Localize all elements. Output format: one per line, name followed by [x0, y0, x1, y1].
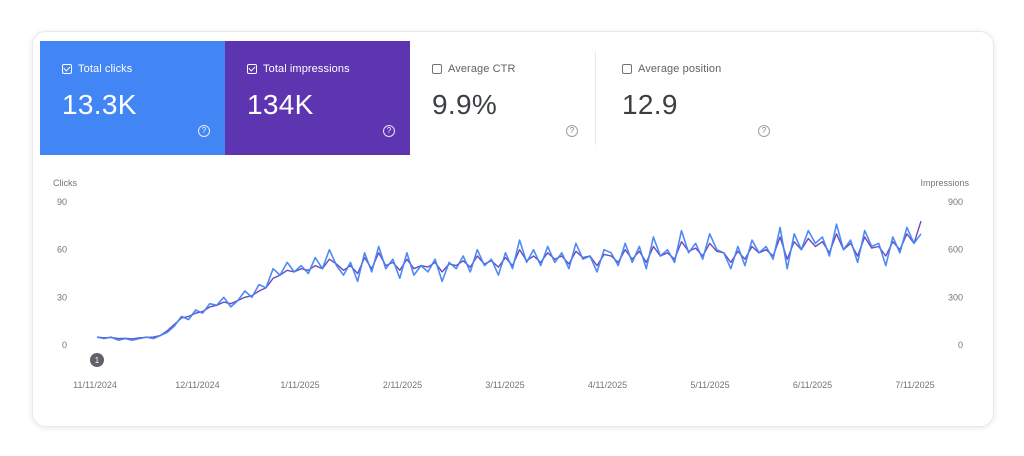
checkbox-checked-icon[interactable]: [62, 64, 72, 74]
performance-card: Total clicks 13.3K ? Total impressions 1…: [32, 31, 994, 427]
left-tick-label: 30: [57, 292, 67, 302]
x-tick-label: 3/11/2025: [485, 380, 524, 390]
series-line-clicks: [96, 223, 922, 341]
x-tick-label: 11/11/2024: [73, 380, 117, 390]
metric-value: 12.9: [622, 89, 678, 120]
x-tick-label: 7/11/2025: [895, 380, 934, 390]
left-axis-title: Clicks: [53, 178, 77, 188]
x-tick-label: 6/11/2025: [793, 380, 832, 390]
metric-tabs: Total clicks 13.3K ? Total impressions 1…: [40, 41, 986, 155]
left-tick-label: 60: [57, 245, 67, 255]
metric-value: 13.3K: [62, 89, 137, 120]
metric-label: Total impressions: [263, 63, 350, 75]
metric-label: Total clicks: [78, 63, 133, 75]
x-tick-label: 1/11/2025: [280, 380, 319, 390]
help-icon[interactable]: ?: [383, 125, 395, 137]
right-tick-label: 900: [948, 197, 963, 207]
right-tick-label: 600: [948, 245, 963, 255]
x-tick-label: 4/11/2025: [588, 380, 627, 390]
checkbox-unchecked-icon[interactable]: [622, 64, 632, 74]
annotation-marker-label: 1: [95, 356, 100, 365]
help-icon[interactable]: ?: [566, 125, 578, 137]
help-icon[interactable]: ?: [198, 125, 210, 137]
metric-average-position[interactable]: Average position 12.9 ?: [600, 41, 785, 155]
metric-total-impressions[interactable]: Total impressions 134K ?: [225, 41, 410, 155]
metric-label: Average position: [638, 63, 722, 75]
x-tick-label: 12/11/2024: [175, 380, 219, 390]
right-axis-title: Impressions: [920, 178, 969, 188]
checkbox-checked-icon[interactable]: [247, 64, 257, 74]
metric-label: Average CTR: [448, 63, 516, 75]
annotation-marker[interactable]: 1: [90, 353, 104, 367]
help-icon[interactable]: ?: [758, 125, 770, 137]
right-tick-label: 0: [958, 340, 963, 350]
metric-total-clicks[interactable]: Total clicks 13.3K ?: [40, 41, 225, 155]
annotation-marker-dot[interactable]: [90, 353, 104, 367]
right-tick-label: 300: [948, 292, 963, 302]
metric-average-ctr[interactable]: Average CTR 9.9% ?: [410, 41, 595, 155]
left-tick-label: 90: [57, 197, 67, 207]
x-tick-label: 2/11/2025: [383, 380, 422, 390]
metric-value: 134K: [247, 89, 314, 120]
checkbox-unchecked-icon[interactable]: [432, 64, 442, 74]
left-tick-label: 0: [62, 340, 67, 350]
series-line-impressions: [96, 220, 922, 340]
metric-divider: [595, 51, 596, 145]
metric-value: 9.9%: [432, 89, 498, 120]
x-tick-label: 5/11/2025: [690, 380, 729, 390]
